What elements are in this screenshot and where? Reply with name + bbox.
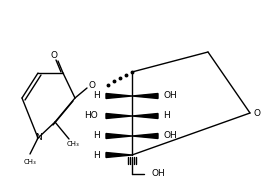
Text: OH: OH — [152, 170, 166, 178]
Text: O: O — [254, 108, 260, 118]
Text: H: H — [93, 151, 100, 159]
Text: O: O — [50, 50, 58, 60]
Text: HO: HO — [84, 112, 98, 120]
Text: O: O — [88, 81, 95, 89]
Polygon shape — [132, 94, 158, 99]
Text: H: H — [163, 112, 170, 120]
Polygon shape — [106, 133, 132, 139]
Text: N: N — [35, 133, 41, 143]
Polygon shape — [106, 113, 132, 119]
Text: H: H — [93, 92, 100, 100]
Polygon shape — [106, 94, 132, 99]
Polygon shape — [132, 133, 158, 139]
Text: CH₃: CH₃ — [24, 159, 36, 165]
Polygon shape — [106, 152, 132, 158]
Text: H: H — [93, 132, 100, 140]
Text: OH: OH — [163, 132, 177, 140]
Text: OH: OH — [163, 92, 177, 100]
Polygon shape — [132, 113, 158, 119]
Text: CH₃: CH₃ — [67, 141, 79, 147]
